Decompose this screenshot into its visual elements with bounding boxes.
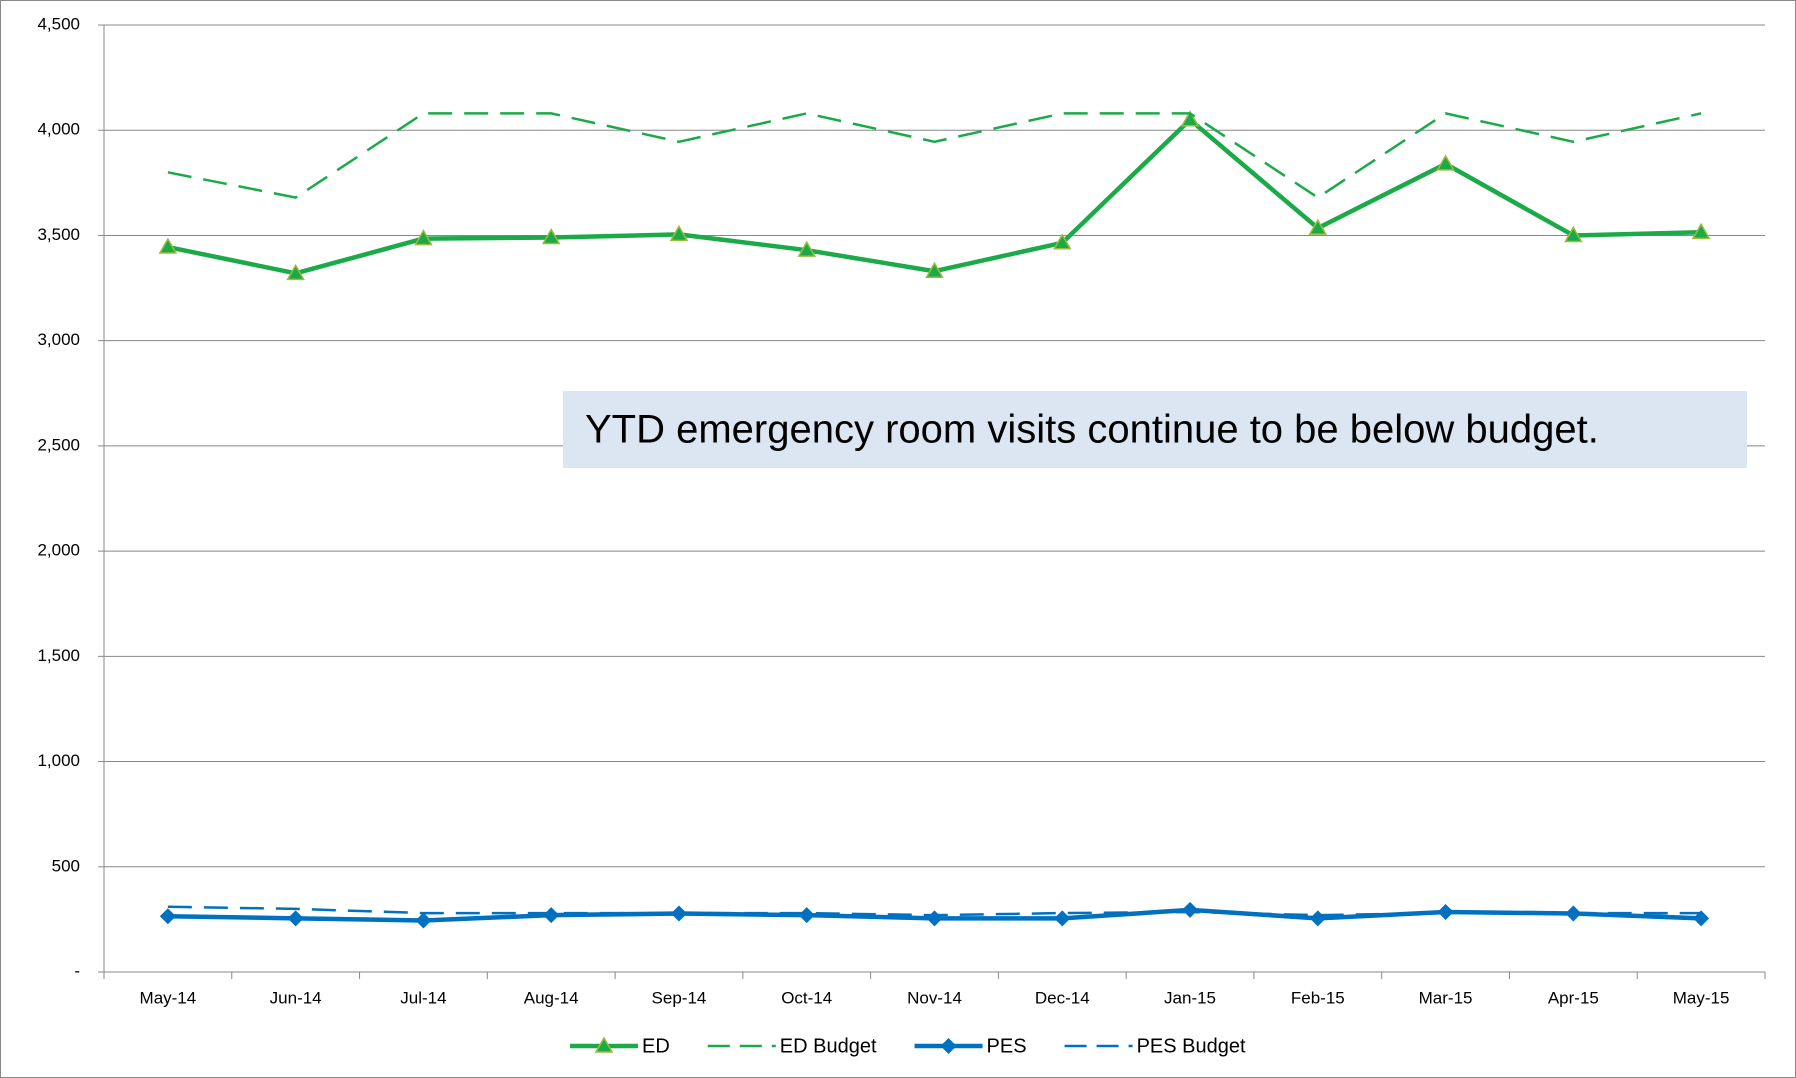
marker <box>798 907 815 924</box>
marker <box>940 1038 957 1054</box>
marker <box>543 907 560 924</box>
marker <box>669 224 689 242</box>
x-tick-label: Sep-14 <box>652 988 707 1007</box>
series-line <box>167 112 1702 199</box>
marker <box>159 908 176 925</box>
marker <box>286 263 305 281</box>
x-tick-label: May-15 <box>1673 988 1730 1007</box>
x-tick-label: Nov-14 <box>907 988 962 1007</box>
y-tick-label: - <box>74 961 80 980</box>
x-tick-label: Feb-15 <box>1291 988 1345 1007</box>
series-line <box>167 905 1702 917</box>
marker <box>1180 110 1200 127</box>
x-tick-label: Oct-14 <box>781 988 832 1007</box>
y-tick-label: 3,500 <box>37 225 80 244</box>
x-tick-label: Dec-14 <box>1035 988 1090 1007</box>
marker <box>1182 901 1199 918</box>
marker <box>1691 222 1711 240</box>
x-tick-label: Mar-15 <box>1419 988 1473 1007</box>
annotation: YTD emergency room visits continue to be… <box>585 408 1599 452</box>
marker <box>1052 233 1072 250</box>
x-tick-label: Jun-14 <box>270 988 322 1007</box>
marker <box>925 261 944 278</box>
marker <box>1564 225 1583 243</box>
y-tick-label: 4,500 <box>37 14 80 33</box>
marker <box>1693 910 1710 927</box>
marker <box>158 237 178 254</box>
y-tick-label: 2,500 <box>37 435 80 454</box>
y-tick-label: 3,000 <box>37 330 80 349</box>
legend-label: ED Budget <box>780 1035 877 1057</box>
x-tick-label: Apr-15 <box>1548 988 1599 1007</box>
y-tick-label: 2,000 <box>37 541 80 560</box>
annotation-box <box>563 391 1747 468</box>
y-tick-label: 500 <box>52 856 80 875</box>
marker <box>1436 154 1455 171</box>
x-tick-label: May-14 <box>140 988 197 1007</box>
legend-label: ED <box>642 1035 670 1057</box>
marker <box>797 240 817 257</box>
x-tick-label: Jul-14 <box>400 988 446 1007</box>
legend-label: PES Budget <box>1137 1035 1246 1057</box>
y-tick-label: 4,000 <box>37 120 80 139</box>
marker <box>415 912 432 929</box>
marker <box>414 229 433 246</box>
marker <box>594 1036 614 1053</box>
y-tick-label: 1,500 <box>37 646 80 665</box>
x-tick-label: Aug-14 <box>524 988 579 1007</box>
legend-label: PES <box>987 1035 1027 1057</box>
marker <box>1054 910 1071 927</box>
marker <box>541 228 561 245</box>
y-tick-label: 1,000 <box>37 751 80 770</box>
x-tick-label: Jan-15 <box>1164 988 1216 1007</box>
marker <box>1308 218 1328 235</box>
marker <box>287 910 304 927</box>
